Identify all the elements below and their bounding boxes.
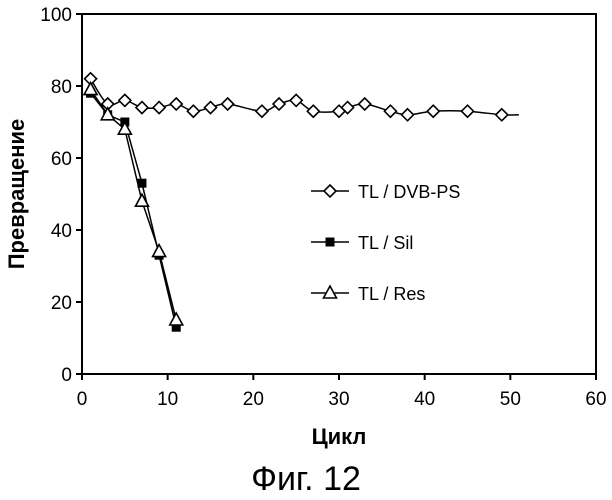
data-point — [357, 96, 372, 112]
data-point — [203, 100, 218, 115]
series-1 — [83, 71, 519, 122]
data-point — [82, 80, 99, 96]
x-tick-label: 40 — [414, 389, 435, 410]
data-point — [169, 96, 184, 112]
legend-item: TL / Sil — [311, 233, 413, 253]
data-point — [117, 93, 132, 108]
legend-item: TL / DVB-PS — [311, 182, 460, 202]
data-point — [220, 96, 235, 112]
data-point — [306, 104, 321, 119]
legend: TL / DVB-PS TL / Sil TL / Res — [311, 182, 460, 304]
legend-marker — [325, 237, 335, 247]
data-point — [134, 100, 150, 115]
data-point — [151, 100, 167, 115]
legend-label: TL / Res — [358, 284, 425, 304]
data-point — [151, 242, 167, 258]
series-3 — [82, 80, 185, 326]
data-point — [494, 107, 509, 122]
data-point — [134, 192, 150, 207]
y-tick-label: 0 — [61, 365, 72, 386]
figure-caption: Фиг. 12 — [251, 460, 361, 498]
series-line — [89, 89, 177, 321]
data-point — [400, 107, 415, 122]
data-point — [426, 104, 441, 119]
x-tick-label: 60 — [585, 389, 606, 410]
data-point — [168, 311, 185, 326]
legend-label: TL / Sil — [358, 233, 413, 253]
data-point — [116, 120, 133, 135]
x-tick-label: 30 — [328, 389, 349, 410]
y-tick-label: 80 — [51, 77, 72, 98]
data-point — [99, 106, 116, 121]
data-point — [171, 322, 181, 332]
y-tick-label: 100 — [40, 5, 72, 26]
x-axis-ticks: 0 10 20 30 40 50 60 — [77, 374, 607, 410]
axes-frame — [81, 13, 597, 375]
x-axis-title: Цикл — [312, 424, 367, 449]
data-point — [289, 93, 304, 108]
series-line — [89, 92, 177, 328]
y-tick-label: 60 — [51, 149, 72, 170]
data-point — [137, 178, 147, 188]
legend-marker — [322, 284, 338, 299]
series-2 — [86, 88, 181, 332]
legend-item: TL / Res — [311, 284, 425, 304]
x-tick-label: 20 — [243, 389, 264, 410]
data-point — [186, 104, 201, 119]
data-point — [254, 104, 270, 119]
data-point — [271, 96, 287, 112]
data-point — [460, 104, 475, 119]
legend-marker — [322, 183, 338, 199]
x-tick-label: 50 — [500, 389, 521, 410]
series-line — [89, 78, 519, 116]
y-tick-label: 40 — [51, 221, 72, 242]
x-tick-label: 10 — [157, 389, 178, 410]
y-axis-title: Превращение — [4, 119, 29, 270]
y-axis-ticks: 0 20 40 60 80 100 — [40, 5, 82, 386]
legend-label: TL / DVB-PS — [358, 182, 460, 202]
data-point — [340, 100, 355, 115]
axes — [81, 13, 597, 375]
x-tick-label: 0 — [77, 389, 88, 410]
plot-area — [82, 71, 519, 332]
data-point — [383, 104, 398, 119]
y-tick-label: 20 — [51, 293, 72, 314]
